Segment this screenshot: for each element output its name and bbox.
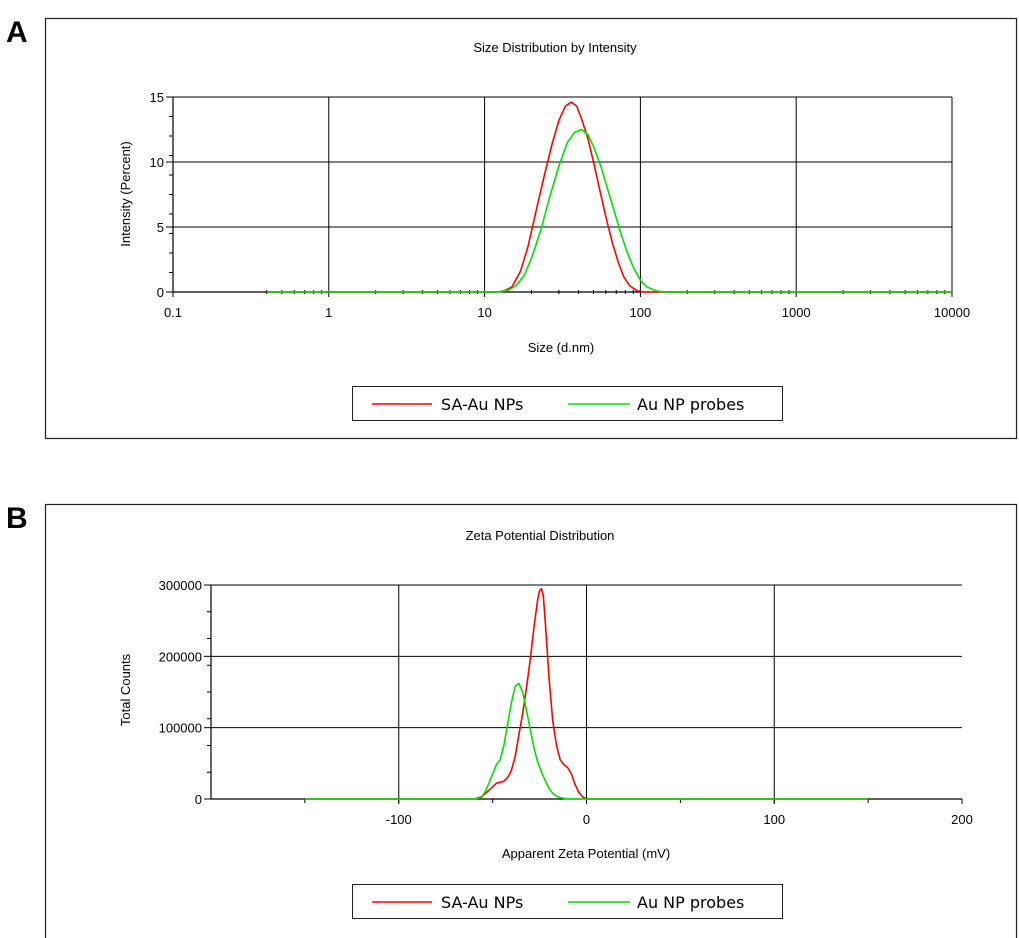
y-tick-label: 5 [157,220,164,235]
plot-area-a: 0 5 10 15 0.1 1 10 100 1000 10000 [150,90,971,320]
series-line-2 [266,128,952,293]
x-tick-label: 1000 [782,305,811,320]
x-tick-label: 0 [583,812,590,827]
series-line-1 [304,587,869,800]
y-tick-label: 100000 [159,721,202,736]
x-tick-label: 0.1 [164,305,182,320]
legend-a-label-1: SA-Au NPs [441,395,523,414]
x-tick-label: 100 [763,812,785,827]
chart-a-ylabel: Intensity (Percent) [118,141,133,247]
x-tick-label: 1 [325,305,332,320]
y-tick-label: 0 [195,792,202,807]
legend-a: SA-Au NPs Au NP probes [352,386,783,421]
panel-b-frame [44,503,1018,938]
y-tick-label: 0 [157,285,164,300]
legend-a-label-2: Au NP probes [637,395,744,414]
chart-a-xlabel: Size (d.nm) [528,340,594,355]
panel-a-frame [44,17,1018,440]
x-tick-label: 100 [630,305,652,320]
plot-area-b: 0 100000 200000 300000 -100 0 100 200 [159,578,973,827]
panel-b: B Zeta Potential Distribution 0 100000 200… [6,502,1018,938]
series-line-2 [304,682,869,800]
chart-b-ylabel: Total Counts [118,653,133,726]
x-tick-label: -100 [386,812,412,827]
chart-b-title: Zeta Potential Distribution [466,528,615,543]
panel-letter-a: A [6,16,28,49]
x-tick-label: 200 [951,812,973,827]
panel-a: A Size Distribution by Intensity 0510150… [6,16,1018,440]
chart-a-title: Size Distribution by Intensity [473,40,637,55]
x-tick-label: 10 [477,305,491,320]
panel-letter-b: B [6,502,28,535]
y-tick-label: 300000 [159,578,202,593]
x-tick-label: 10000 [934,305,970,320]
legend-b-label-1: SA-Au NPs [441,893,523,912]
y-tick-label: 10 [150,155,164,170]
legend-b: SA-Au NPs Au NP probes [352,884,783,919]
chart-b-xlabel: Apparent Zeta Potential (mV) [502,846,670,861]
legend-b-label-2: Au NP probes [637,893,744,912]
series-line-1 [266,101,952,293]
y-tick-label: 200000 [159,649,202,664]
y-tick-label: 15 [150,90,164,105]
